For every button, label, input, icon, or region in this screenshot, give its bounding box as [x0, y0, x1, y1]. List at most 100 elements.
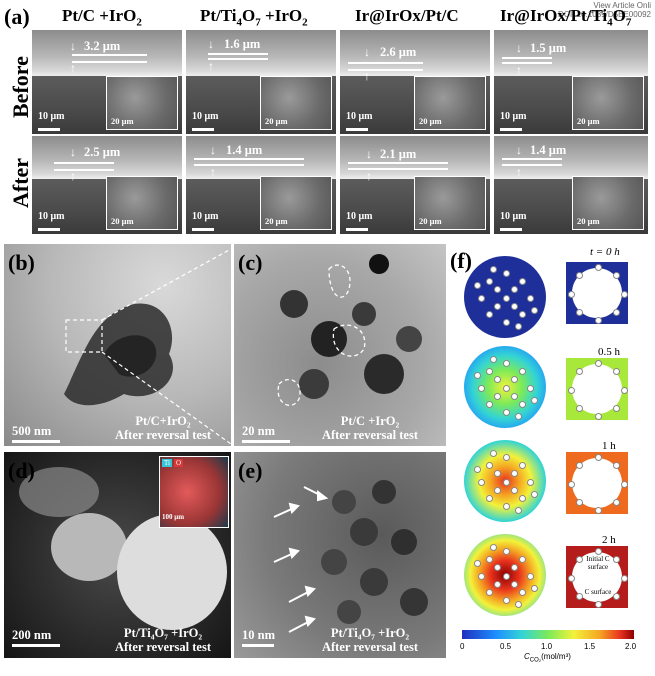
- thickness-label: 2.1 μm: [380, 147, 417, 161]
- annotation-c-surface: C surface: [584, 588, 612, 596]
- caption-d: Pt/Ti₄O₇ +IrO₂ After reversal test: [114, 626, 211, 655]
- particle-dot: [510, 470, 518, 478]
- particle-dot: [514, 507, 522, 515]
- particle-dot: [568, 574, 576, 582]
- particle-dot: [510, 580, 518, 588]
- panel-f-label: (f): [450, 248, 472, 273]
- scale-label-e: 10 nm: [242, 628, 275, 642]
- sem-after-4: ↓ ↑ 1.4 μm 10 μm 20 μm: [494, 136, 648, 234]
- particle-dot: [502, 597, 510, 605]
- particle-dot: [613, 555, 621, 563]
- particle-dot: [486, 310, 494, 318]
- particle-dot: [490, 449, 498, 457]
- column-title-3: Ir@IrOx/Pt/C: [355, 6, 459, 25]
- thickness-label: 2.5 μm: [84, 145, 121, 159]
- particle-dot: [613, 309, 621, 317]
- sem-inset: 20 μm: [106, 76, 178, 130]
- thickness-label: 1.4 μm: [530, 143, 567, 157]
- panel-c-label: (c): [238, 250, 263, 275]
- caption-c: Pt/C +IrO₂ After reversal test: [321, 414, 418, 443]
- particle-dot: [494, 392, 502, 400]
- particle-dot: [473, 466, 481, 474]
- particle-dot: [613, 593, 621, 601]
- particle-dot: [620, 386, 628, 394]
- scale-bar-e: [242, 644, 274, 647]
- sem-before-2: ↓ ↑ 1.6 μm 10 μm 20 μm: [186, 30, 336, 134]
- particle-dot: [613, 499, 621, 507]
- thickness-label: 3.2 μm: [84, 39, 121, 53]
- particle-dot: [502, 503, 510, 511]
- thickness-label: 1.4 μm: [226, 143, 263, 157]
- sim-circle-1h: [464, 440, 546, 522]
- panel-a-label: (a): [4, 4, 30, 29]
- scale-bar-b: [12, 440, 60, 443]
- particle-dot: [518, 368, 526, 376]
- colorbar-tick: 1.5: [584, 642, 596, 651]
- colorbar-tick: 1.0: [541, 642, 553, 651]
- particle-dot: [620, 290, 628, 298]
- particle-dot: [527, 478, 535, 486]
- particle-dot: [510, 302, 518, 310]
- panel-d-label: (d): [8, 458, 35, 483]
- particle-dot: [527, 572, 535, 580]
- particle-dot: [477, 384, 485, 392]
- particle-dot: [620, 480, 628, 488]
- column-title-4: Ir@IrOx/Pt/Ti4O7: [500, 6, 632, 29]
- particle-dot: [518, 462, 526, 470]
- tem-image-d: Ti O 100 μm: [4, 452, 231, 658]
- sem-before-3: ↓ ↑ 2.6 μm 10 μm 20 μm: [340, 30, 490, 134]
- particle-dot: [477, 572, 485, 580]
- sem-after-3: ↓ ↑ 2.1 μm 10 μm 20 μm: [340, 136, 490, 234]
- particle-dot: [531, 490, 539, 498]
- particle-dot: [490, 265, 498, 273]
- particle-dot: [518, 310, 526, 318]
- eds-inset: Ti O 100 μm: [159, 456, 229, 528]
- particle-dot: [620, 574, 628, 582]
- particle-dot: [477, 478, 485, 486]
- sim-square-0h: [566, 262, 628, 324]
- particle-dot: [613, 367, 621, 375]
- particle-dot: [518, 400, 526, 408]
- sim-square-2h: Initial C surface C surface: [566, 546, 628, 608]
- particle-dot: [518, 556, 526, 564]
- particle-dot: [502, 478, 510, 486]
- row-label-after: After: [8, 157, 33, 208]
- colorbar-tick: 0: [460, 642, 465, 651]
- particle-dot: [518, 588, 526, 596]
- particle-dot: [494, 470, 502, 478]
- particle-dot: [531, 396, 539, 404]
- particle-dot: [510, 286, 518, 294]
- particle-dot: [486, 278, 494, 286]
- particle-dot: [514, 601, 522, 609]
- sim-circle-0h: [464, 256, 546, 338]
- colorbar-tick: 2.0: [625, 642, 637, 651]
- sem-inset: 20 μm: [260, 176, 332, 230]
- particle-dot: [613, 461, 621, 469]
- sem-inset: 20 μm: [572, 176, 644, 230]
- sim-square-05h: [566, 358, 628, 420]
- sem-inset: 20 μm: [414, 76, 486, 130]
- colorbar-tick: 0.5: [500, 642, 512, 651]
- particle-dot: [494, 302, 502, 310]
- particle-dot: [575, 461, 583, 469]
- particle-dot: [527, 294, 535, 302]
- particle-dot: [494, 580, 502, 588]
- particle-dot: [502, 269, 510, 277]
- particle-dot: [575, 405, 583, 413]
- particle-dot: [502, 453, 510, 461]
- time-label-1: 1 h: [602, 440, 616, 452]
- particle-dot: [594, 506, 602, 514]
- panel-b-label: (b): [8, 250, 35, 275]
- particle-dot: [502, 384, 510, 392]
- time-label-05: 0.5 h: [598, 346, 620, 358]
- particle-dot: [594, 412, 602, 420]
- particle-dot: [486, 368, 494, 376]
- time-label-0: t = 0 h: [590, 246, 620, 258]
- tem-image-c: [234, 244, 446, 446]
- particle-dot: [502, 294, 510, 302]
- particle-dot: [594, 548, 602, 556]
- scale-bar-c: [242, 440, 290, 443]
- particle-dot: [568, 290, 576, 298]
- thickness-label: 2.6 μm: [380, 45, 417, 59]
- sem-inset: 20 μm: [572, 76, 644, 130]
